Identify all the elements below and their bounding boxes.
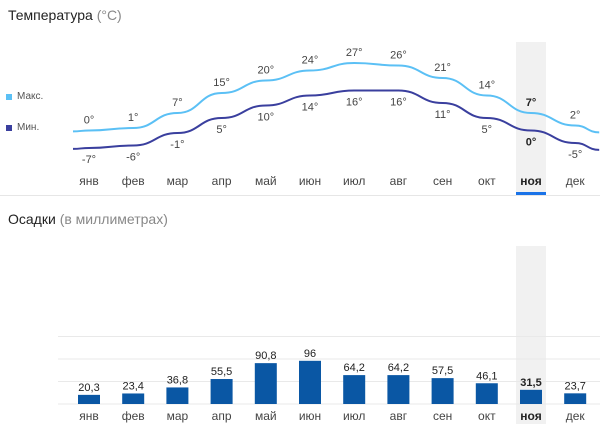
- max-temp-label: 0°: [84, 115, 95, 127]
- min-temp-label: -5°: [568, 149, 582, 161]
- precipitation-value-label: 55,5: [211, 366, 232, 378]
- temperature-unit: (°C): [96, 7, 122, 23]
- precipitation-bar[interactable]: [78, 394, 100, 404]
- precipitation-value-label: 64,2: [388, 362, 409, 374]
- legend-max-label: Макс.: [17, 91, 44, 102]
- max-temp-label: 1°: [128, 112, 139, 124]
- precipitation-value-label: 96: [304, 348, 316, 360]
- month-tick-label[interactable]: сен: [433, 174, 452, 188]
- min-temp-label: -6°: [126, 152, 140, 164]
- selected-month-highlight: [516, 42, 546, 192]
- max-temp-label: 2°: [570, 110, 581, 122]
- month-tick-label[interactable]: ноя: [520, 409, 541, 423]
- month-tick-label[interactable]: фев: [122, 409, 145, 423]
- min-temp-label: -1°: [170, 139, 184, 151]
- min-temp-label: 5°: [216, 124, 227, 136]
- min-temp-label: 0°: [526, 137, 537, 149]
- min-temp-label: 14°: [302, 102, 319, 114]
- precipitation-value-label: 31,5: [520, 377, 541, 389]
- max-temp-label: 14°: [478, 80, 495, 92]
- precipitation-value-label: 57,5: [432, 365, 453, 377]
- precipitation-bar[interactable]: [254, 363, 277, 404]
- month-tick-label[interactable]: апр: [212, 174, 232, 188]
- month-tick-label[interactable]: янв: [79, 409, 99, 423]
- precipitation-bar[interactable]: [299, 360, 321, 404]
- precipitation-value-label: 46,1: [476, 370, 497, 382]
- min-temp-label: -7°: [82, 154, 96, 166]
- legend-max-swatch: [6, 93, 12, 100]
- max-temp-label: 21°: [434, 62, 451, 74]
- month-tick-label[interactable]: авг: [390, 174, 408, 188]
- max-temp-label: 15°: [213, 77, 230, 89]
- month-tick-label[interactable]: июл: [343, 409, 365, 423]
- month-tick-label[interactable]: апр: [212, 409, 232, 423]
- max-temp-label: 20°: [257, 65, 274, 77]
- precipitation-value-label: 20,3: [78, 382, 99, 394]
- min-temp-label: 10°: [257, 112, 274, 124]
- min-temperature-line: [72, 89, 600, 151]
- precipitation-bar[interactable]: [210, 379, 233, 404]
- month-tick-label[interactable]: июн: [299, 174, 321, 188]
- min-temp-label: 16°: [346, 97, 363, 109]
- month-tick-label[interactable]: май: [255, 409, 277, 423]
- precipitation-value-label: 64,2: [343, 362, 364, 374]
- max-temp-label: 24°: [302, 55, 319, 67]
- max-temp-label: 26°: [390, 50, 407, 62]
- precipitation-bar[interactable]: [343, 375, 366, 404]
- month-tick-label[interactable]: июл: [343, 174, 365, 188]
- legend-min-swatch: [6, 124, 12, 131]
- legend-min: Мин.: [6, 122, 39, 133]
- month-tick-label[interactable]: мар: [167, 174, 189, 188]
- precipitation-unit: (в миллиметрах): [59, 211, 168, 227]
- month-tick-label[interactable]: мар: [167, 409, 189, 423]
- max-temp-label: 7°: [172, 97, 183, 109]
- precipitation-title-text: Осадки: [8, 211, 56, 227]
- precipitation-value-label: 23,4: [122, 380, 143, 392]
- min-temp-label: 16°: [390, 97, 407, 109]
- precipitation-bar[interactable]: [475, 383, 498, 404]
- month-tick-label[interactable]: ноя: [520, 174, 541, 188]
- section-divider: [0, 195, 600, 196]
- month-tick-label[interactable]: авг: [390, 409, 408, 423]
- month-tick-label[interactable]: окт: [478, 174, 496, 188]
- precipitation-value-label: 23,7: [564, 380, 585, 392]
- precipitation-value-label: 36,8: [167, 374, 188, 386]
- max-temperature-line: [72, 61, 600, 134]
- precipitation-bar[interactable]: [166, 387, 189, 404]
- precipitation-bar[interactable]: [520, 389, 542, 404]
- max-temp-label: 7°: [526, 97, 537, 109]
- min-temp-label: 11°: [435, 109, 451, 121]
- precipitation-bar[interactable]: [564, 393, 587, 404]
- temperature-title: Температура (°C): [8, 7, 122, 23]
- month-tick-label[interactable]: сен: [433, 409, 452, 423]
- month-tick-label[interactable]: янв: [79, 174, 99, 188]
- temperature-title-text: Температура: [8, 7, 93, 23]
- precipitation-bar[interactable]: [387, 375, 410, 404]
- month-tick-label[interactable]: фев: [122, 174, 145, 188]
- precipitation-value-label: 90,8: [255, 350, 276, 362]
- month-tick-label[interactable]: дек: [566, 174, 586, 188]
- month-tick-label[interactable]: дек: [566, 409, 586, 423]
- precipitation-bar[interactable]: [122, 393, 145, 404]
- month-tick-label[interactable]: май: [255, 174, 277, 188]
- month-tick-label[interactable]: июн: [299, 409, 321, 423]
- legend-max: Макс.: [6, 91, 43, 102]
- precipitation-title: Осадки (в миллиметрах): [8, 211, 168, 227]
- legend-min-label: Мин.: [17, 122, 40, 133]
- temperature-chart[interactable]: 0° -7° янв 1° -6° фев 7° -1° мар 15° 5° апр 20° 10° ма…: [0, 0, 600, 200]
- min-temp-label: 5°: [482, 124, 493, 136]
- month-tick-label[interactable]: окт: [478, 409, 496, 423]
- selected-month-underline: [516, 192, 546, 195]
- precipitation-bar[interactable]: [431, 378, 454, 404]
- max-temp-label: 27°: [346, 47, 363, 59]
